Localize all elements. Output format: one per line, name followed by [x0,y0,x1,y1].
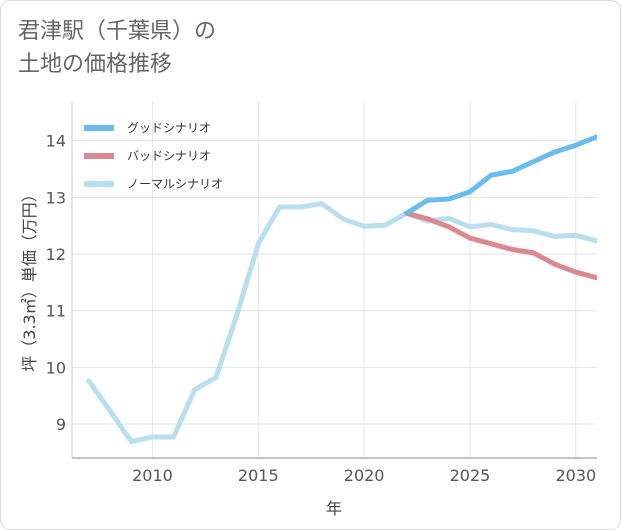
y-tick-label: 11 [46,302,66,321]
y-tick-label: 14 [46,132,66,151]
axis-lines [71,101,597,459]
series-line-normal [86,201,597,445]
x-tick-label: 2015 [238,466,279,485]
x-tick-label: 2025 [450,466,491,485]
y-tick-label: 9 [56,415,66,434]
x-tick-label: 2030 [555,466,596,485]
chart-title: 君津駅（千葉県）の 土地の価格推移 [18,15,216,81]
y-tick-labels: 9 10 11 12 13 14 [46,132,66,434]
chart-title-line-1: 君津駅（千葉県）の [18,19,217,44]
x-tick-labels: 2010 2015 2020 2025 2030 [132,466,596,485]
legend: グッドシナリオ バッドシナリオ ノーマルシナリオ [84,121,223,191]
x-tick-label: 2020 [344,466,385,485]
series-lines [86,134,597,445]
legend-label-bad: バッドシナリオ [127,149,211,163]
y-tick-label: 13 [46,188,66,207]
plot-area [72,101,597,458]
grid-lines [72,101,597,458]
series-line-good [404,134,597,216]
legend-label-good: グッドシナリオ [127,121,211,135]
y-axis-title: 坪（3.3㎡）単価（万円） [20,186,39,371]
legend-label-normal: ノーマルシナリオ [127,177,223,191]
y-tick-label: 12 [46,245,66,264]
chart-title-line-2: 土地の価格推移 [18,52,173,77]
x-tick-label: 2010 [132,466,173,485]
x-axis-title: 年 [326,499,342,518]
series-line-bad [404,210,597,281]
y-tick-label: 10 [46,358,66,377]
